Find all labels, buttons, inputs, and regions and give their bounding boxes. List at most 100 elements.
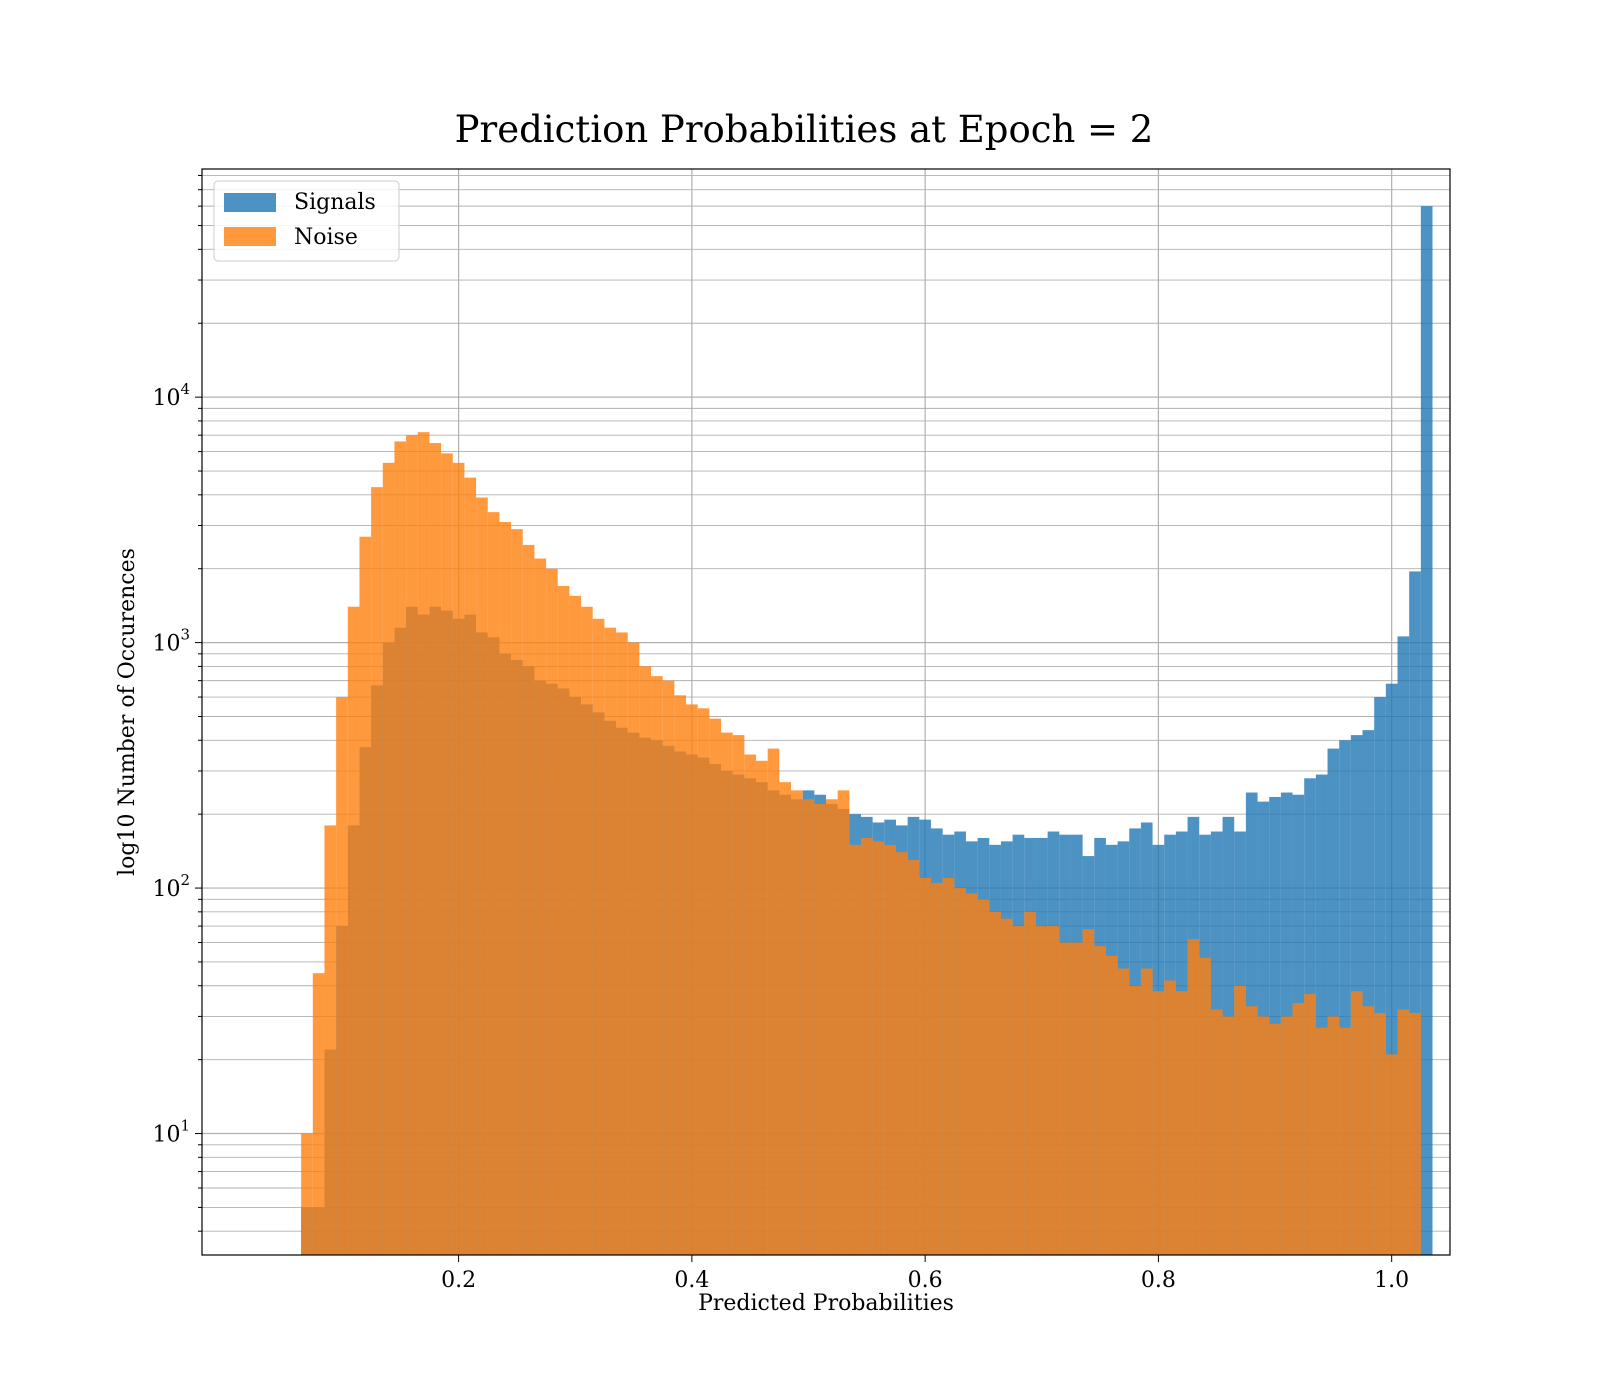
bar-noise [1117,968,1130,1255]
bar-noise [1292,1003,1305,1255]
bar-noise [732,735,745,1255]
bar-noise [895,852,908,1255]
bar-noise [417,432,430,1255]
bar-noise [546,568,558,1255]
bar-noise [1094,946,1106,1255]
bar-noise [511,529,523,1255]
x-tick-label: 1.0 [1374,1268,1409,1293]
bar-noise [651,676,663,1255]
bar-noise [1234,985,1246,1255]
series-noise [301,432,1421,1256]
bar-noise [767,748,780,1255]
y-tick-label: 101 [152,1117,190,1148]
bar-noise [429,443,442,1255]
bar-noise [452,462,465,1256]
bar-noise [557,586,570,1255]
bar-noise [965,893,978,1255]
x-tick-label: 0.2 [441,1268,476,1293]
bar-noise [1140,968,1153,1255]
bar-noise [534,558,547,1255]
bar-noise [1245,1006,1258,1255]
bar-noise [791,790,803,1255]
bar-noise [744,754,757,1255]
bar-noise [1409,1012,1421,1255]
bar-noise [1129,985,1141,1255]
bar-noise [301,1133,313,1255]
bar-noise [1280,1016,1293,1255]
bar-noise [1047,926,1060,1255]
bar-noise [1374,1012,1386,1255]
bar-noise [907,860,920,1255]
bar-noise [581,606,593,1255]
legend-label-signals: Signals [294,190,376,215]
bar-noise [860,837,873,1255]
bar-noise [499,521,512,1255]
bar-noise [1082,929,1095,1255]
bar-noise [686,704,698,1255]
bar-noise [1187,939,1200,1255]
bar-noise [1175,991,1188,1255]
bar-noise [1269,1023,1281,1255]
bar-noise [709,718,722,1255]
bar-noise [371,487,383,1255]
bar-noise [569,595,582,1255]
bar-signals [1420,206,1433,1255]
bar-noise [1199,957,1211,1255]
y-tick-label: 104 [152,380,190,411]
bar-noise [1257,1016,1270,1255]
bar-noise [1070,942,1083,1255]
bar-signals [1409,571,1421,1255]
bar-noise [1059,942,1071,1255]
bar-noise [476,497,488,1255]
bar-noise [1327,1016,1340,1255]
plot-frame [201,168,1451,1256]
bar-noise [1105,955,1118,1255]
chart-title: Prediction Probabilities at Epoch = 2 [455,108,1154,151]
bar-noise [406,435,418,1255]
bar-noise [1024,911,1036,1255]
bar-noise [930,882,943,1255]
axis-ticks: 0.2 0.4 0.6 0.8 1.0 101 102 103 104 [152,174,1409,1293]
bar-noise [884,844,896,1255]
bar-noise [872,841,885,1255]
bar-noise [814,804,826,1255]
x-tick-label: 0.6 [908,1268,943,1293]
bar-noise [1012,926,1025,1255]
bar-noise [1304,994,1316,1255]
bar-noise [1339,1027,1351,1255]
bar-signals [1327,748,1340,1255]
bar-noise [1164,980,1176,1255]
bar-noise [347,606,360,1255]
bar-signals [1374,697,1386,1255]
x-tick-label: 0.8 [1141,1268,1176,1293]
bar-noise [942,877,955,1255]
bar-noise [441,453,453,1255]
bar-noise [662,680,675,1255]
bar-signals [1385,683,1398,1255]
bar-noise [336,697,348,1255]
bar-noise [1210,1009,1223,1255]
bar-noise [954,888,966,1255]
bar-noise [639,666,652,1255]
bar-noise [487,512,500,1255]
bar-noise [592,618,605,1255]
bar-noise [616,632,628,1255]
x-axis-label: Predicted Probabilities [698,1291,954,1316]
y-tick-label: 103 [152,626,190,657]
y-tick-label: 102 [152,871,190,902]
bar-noise [721,732,733,1255]
bar-noise [919,877,931,1255]
bar-noise [382,462,395,1256]
bar-signals [1339,740,1351,1255]
bar-noise [522,544,535,1255]
bar-noise [989,911,1001,1255]
bar-noise [779,782,792,1255]
bar-noise [674,695,687,1255]
bar-signals [1315,774,1328,1255]
legend-swatch-signals [224,193,276,212]
y-axis-label: log10 Number of Occurences [115,548,140,876]
bar-noise [464,477,477,1255]
bar-noise [1222,1016,1235,1255]
bar-noise [1385,1054,1398,1255]
